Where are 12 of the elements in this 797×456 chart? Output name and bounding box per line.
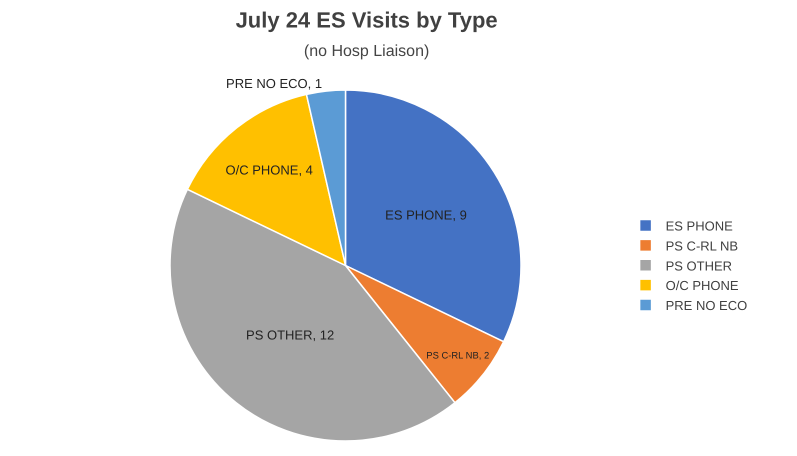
- chart-title: July 24 ES Visits by Type: [236, 7, 498, 32]
- legend-label: ES PHONE: [666, 218, 734, 234]
- legend-label: O/C PHONE: [666, 278, 739, 294]
- data-label: ES PHONE, 9: [385, 207, 467, 222]
- data-label: PS OTHER, 12: [246, 327, 334, 342]
- data-label: O/C PHONE, 4: [225, 162, 313, 178]
- data-label: PRE NO ECO, 1: [226, 76, 322, 92]
- legend-label: PS C-RL NB: [666, 238, 738, 254]
- legend-label: PRE NO ECO: [666, 298, 748, 314]
- data-label: PS C-RL NB, 2: [426, 349, 490, 360]
- chart-subtitle: (no Hosp Liaison): [304, 42, 430, 60]
- legend-label: PS OTHER: [666, 258, 732, 274]
